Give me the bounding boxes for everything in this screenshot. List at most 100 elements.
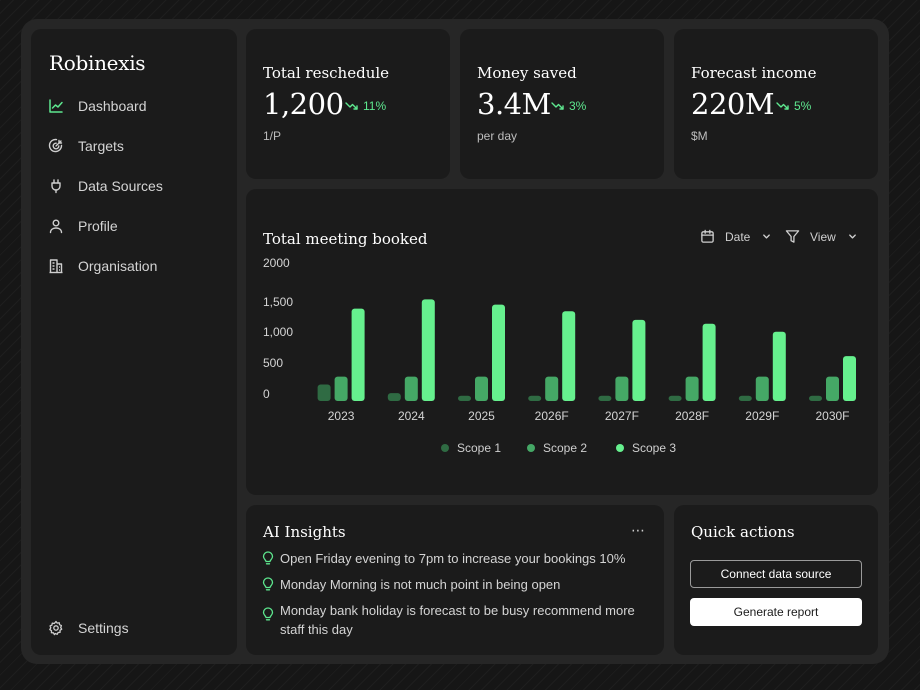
bar-scope-3 (421, 299, 435, 401)
insight-item: Monday bank holiday is forecast to be bu… (262, 601, 650, 639)
quick-actions-panel: Quick actions Connect data source Genera… (674, 505, 878, 655)
quick-actions-title: Quick actions (691, 523, 795, 541)
bar-scope-1 (598, 395, 612, 401)
stat-title: Forecast income (691, 64, 817, 82)
insight-text: Open Friday evening to 7pm to increase y… (280, 551, 626, 566)
bar-scope-3 (702, 323, 716, 401)
stat-card-money-saved: Money saved 3.4M 3% per day (460, 29, 664, 179)
sidebar-item-label: Data Sources (78, 178, 163, 194)
stat-unit: 1/P (263, 129, 282, 143)
trend-icon (551, 102, 564, 110)
sidebar-item-data-sources[interactable]: Data Sources (48, 174, 163, 198)
legend-swatch (616, 444, 624, 452)
bar-scope-2 (404, 376, 418, 401)
x-tick-label: 2025 (468, 409, 495, 423)
stat-title: Money saved (477, 64, 577, 82)
bar-scope-2 (826, 376, 839, 401)
bar-scope-1 (809, 395, 822, 401)
more-options-icon[interactable]: ⋯ (631, 522, 646, 538)
date-filter-button[interactable]: Date (700, 229, 771, 244)
stat-trend: 5% (776, 99, 811, 113)
bar-scope-1 (668, 395, 682, 401)
lightbulb-icon (262, 577, 274, 591)
stat-trend-value: 3% (569, 99, 587, 113)
sidebar-item-label: Settings (78, 620, 129, 636)
stat-trend: 11% (345, 99, 386, 113)
bar-scope-1 (387, 393, 401, 401)
sidebar-item-label: Organisation (78, 258, 158, 274)
connect-data-source-button[interactable]: Connect data source (690, 560, 862, 588)
user-icon (49, 219, 63, 234)
sidebar-item-dashboard[interactable]: Dashboard (48, 94, 147, 118)
trend-icon (776, 102, 789, 110)
sidebar: Robinexis Dashboard Targets Data Sources… (31, 29, 237, 655)
plug-icon (51, 179, 61, 194)
brand-name: Robinexis (49, 51, 146, 75)
bar-scope-3 (351, 308, 365, 401)
insight-text: Monday Morning is not much point in bein… (280, 577, 561, 592)
sidebar-item-label: Dashboard (78, 98, 147, 114)
insight-item: Monday Morning is not much point in bein… (262, 575, 650, 594)
stat-title: Total reschedule (263, 64, 390, 82)
chevron-down-icon (763, 234, 771, 239)
legend-label: Scope 2 (543, 441, 587, 455)
stat-trend: 3% (551, 99, 586, 113)
legend-label: Scope 3 (632, 441, 676, 455)
legend-label: Scope 1 (457, 441, 501, 455)
stat-card-total-reschedule: Total reschedule 1,200 11% 1/P (246, 29, 450, 179)
bar-scope-3 (772, 331, 786, 401)
bar-scope-3 (843, 356, 856, 401)
x-tick-label: 2027F (605, 409, 639, 423)
bar-scope-1 (317, 384, 331, 401)
sidebar-item-profile[interactable]: Profile (48, 214, 118, 238)
insight-text: Monday bank holiday is forecast to be bu… (280, 603, 635, 637)
bar-scope-3 (632, 319, 646, 401)
bar-scope-2 (334, 376, 348, 401)
chart-title: Total meeting booked (263, 230, 428, 248)
lightbulb-icon (262, 607, 274, 621)
trend-icon (345, 102, 358, 110)
stat-value: 220M (691, 87, 775, 121)
bar-scope-1 (738, 395, 752, 401)
stat-card-forecast-income: Forecast income 220M 5% $M (674, 29, 878, 179)
bar-scope-2 (615, 376, 629, 401)
x-tick-label: 2029F (745, 409, 779, 423)
bar-chart: 0 500 1,000 1,500 2000 2023 2024 2025 2026F 2027F… (263, 256, 856, 455)
generate-report-button[interactable]: Generate report (690, 598, 862, 626)
chevron-down-icon (848, 234, 856, 239)
y-tick-label: 2000 (263, 256, 290, 270)
stat-value: 1,200 (263, 87, 344, 121)
bar-scope-2 (475, 376, 488, 401)
insights-title: AI Insights (263, 523, 346, 541)
stat-trend-value: 11% (363, 99, 387, 113)
ai-insights-panel: AI Insights ⋯ Open Friday evening to 7pm… (246, 505, 664, 655)
y-tick-label: 1,500 (263, 295, 293, 309)
stat-unit: per day (477, 129, 518, 143)
sidebar-item-targets[interactable]: Targets (48, 134, 124, 158)
calendar-icon (701, 229, 714, 243)
insight-item: Open Friday evening to 7pm to increase y… (262, 549, 650, 568)
y-tick-label: 1,000 (263, 325, 293, 339)
gear-icon (49, 620, 63, 636)
view-filter-label: View (810, 229, 836, 244)
sidebar-item-settings[interactable]: Settings (48, 616, 129, 640)
building-icon (49, 259, 63, 274)
bar-scope-3 (562, 311, 576, 401)
legend-swatch (441, 444, 449, 452)
bar-scope-2 (685, 376, 699, 401)
bar-scope-1 (458, 395, 471, 401)
filter-icon (785, 230, 800, 243)
y-tick-label: 0 (263, 387, 270, 401)
view-filter-button[interactable]: View (785, 229, 857, 244)
sidebar-item-label: Profile (78, 218, 118, 234)
x-tick-label: 2023 (328, 409, 355, 423)
sidebar-item-organisation[interactable]: Organisation (48, 254, 157, 278)
y-tick-label: 500 (263, 356, 283, 370)
date-filter-label: Date (725, 229, 751, 244)
x-tick-label: 2026F (535, 409, 569, 423)
legend-swatch (527, 444, 535, 452)
bar-scope-3 (492, 304, 505, 401)
x-tick-label: 2028F (675, 409, 709, 423)
sidebar-item-label: Targets (78, 138, 124, 154)
x-tick-label: 2024 (398, 409, 425, 423)
